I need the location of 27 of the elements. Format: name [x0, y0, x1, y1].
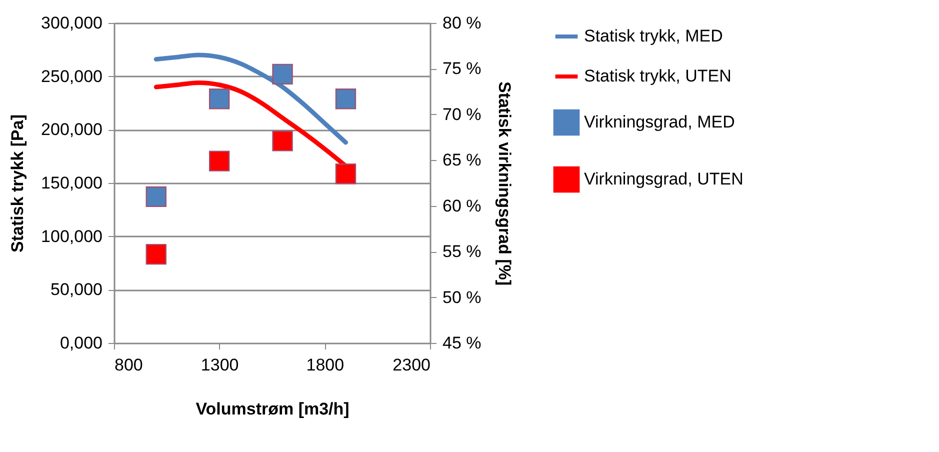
- y2-tick-label: 80 %: [442, 14, 482, 32]
- y-tick-label: 200,000: [41, 120, 102, 140]
- legend-label: Virkningsgrad, MED: [584, 112, 735, 132]
- x-tick-label: 1300: [200, 356, 239, 374]
- line-series: [154, 52, 348, 145]
- y-tick-label: 300,000: [41, 14, 102, 32]
- y-tick-label: 250,000: [41, 66, 102, 86]
- x-axis-title: Volumstrøm [m3/h]: [196, 400, 350, 418]
- y-tick-label: 50,000: [50, 280, 102, 300]
- y2-tick-label: 60 %: [442, 196, 482, 216]
- legend-label: Virkningsgrad, UTEN: [584, 170, 744, 188]
- y2-tick-label: 70 %: [442, 104, 482, 124]
- y-tick-label: 100,000: [41, 226, 102, 246]
- x-tick-label: 2300: [392, 356, 430, 374]
- y2-tick-label: 65 %: [442, 150, 482, 170]
- y-tick-label: 150,000: [41, 174, 102, 192]
- legend-label: Statisk trykk, UTEN: [584, 66, 732, 86]
- y-tick-label: 0,000: [60, 334, 102, 352]
- y-axis-title: Statisk trykk [Pa]: [8, 114, 28, 252]
- x-tick-label: 1800: [306, 356, 344, 374]
- y2-tick-label: 75 %: [442, 59, 482, 78]
- y2-tick-label: 50 %: [442, 288, 482, 307]
- y2-axis-title: Statisk virkningsgrad [%]: [495, 81, 514, 286]
- y2-tick-label: 55 %: [442, 242, 482, 262]
- x-tick-label: 800: [114, 356, 143, 374]
- y2-tick-label: 45 %: [442, 334, 482, 352]
- legend-label: Statisk trykk, MED: [584, 26, 723, 46]
